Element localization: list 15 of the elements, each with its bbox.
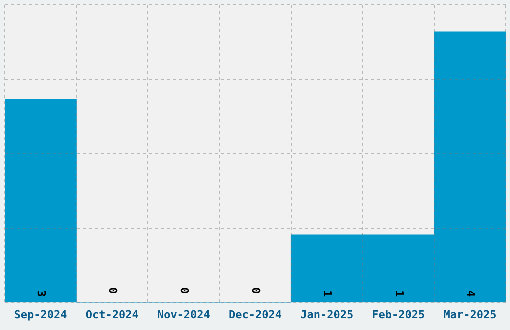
x-tick-label: Feb-2025 xyxy=(372,308,426,322)
data-label: 0 xyxy=(106,287,120,294)
data-label: 0 xyxy=(250,287,263,294)
x-tick-label: Jan-2025 xyxy=(300,308,354,322)
bar xyxy=(5,99,77,303)
x-tick-label: Oct-2024 xyxy=(86,308,140,322)
data-label: 4 xyxy=(464,290,478,298)
x-tick-label: Mar-2025 xyxy=(444,308,497,322)
data-label: 1 xyxy=(392,290,406,298)
x-tick-label: Sep-2024 xyxy=(14,308,68,322)
data-label: 3 xyxy=(34,290,48,298)
x-tick-label: Dec-2024 xyxy=(229,308,282,322)
x-tick-label: Nov-2024 xyxy=(157,308,211,322)
data-label: 0 xyxy=(178,287,192,294)
data-label: 1 xyxy=(321,290,334,298)
